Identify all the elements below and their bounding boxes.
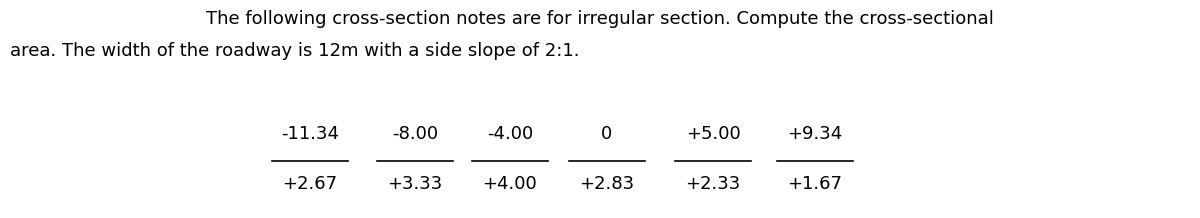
Text: The following cross-section notes are for irregular section. Compute the cross-s: The following cross-section notes are fo… [206, 10, 994, 28]
Text: 0: 0 [601, 125, 613, 143]
Text: +9.34: +9.34 [787, 125, 842, 143]
Text: +1.67: +1.67 [787, 175, 842, 193]
Text: +5.00: +5.00 [685, 125, 740, 143]
Text: +4.00: +4.00 [482, 175, 538, 193]
Text: area. The width of the roadway is 12m with a side slope of 2:1.: area. The width of the roadway is 12m wi… [10, 42, 580, 60]
Text: -4.00: -4.00 [487, 125, 533, 143]
Text: +2.67: +2.67 [282, 175, 337, 193]
Text: +2.33: +2.33 [685, 175, 740, 193]
Text: +3.33: +3.33 [388, 175, 443, 193]
Text: -11.34: -11.34 [281, 125, 340, 143]
Text: -8.00: -8.00 [392, 125, 438, 143]
Text: +2.83: +2.83 [580, 175, 635, 193]
